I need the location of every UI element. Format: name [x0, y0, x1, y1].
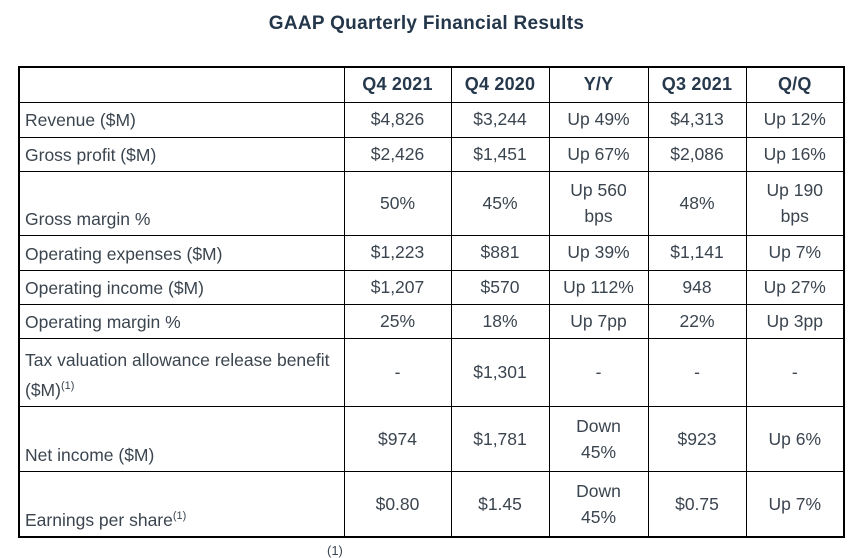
cell-value: -: [548, 337, 649, 407]
row-label: Revenue ($M): [18, 101, 345, 138]
cell-value: Up 7%: [745, 470, 845, 538]
cell-value: $2,086: [647, 136, 747, 172]
row-label: Gross profit ($M): [18, 136, 345, 172]
cell-value: $923: [647, 405, 747, 472]
table-row-operating-expenses: Operating expenses ($M) $1,223 $881 Up 3…: [18, 234, 845, 271]
cell-value: -: [343, 337, 452, 407]
column-header-yy: Y/Y: [548, 66, 649, 103]
cell-value: 48%: [647, 170, 747, 236]
cell-value: Up 12%: [745, 101, 845, 138]
row-label: Tax valuation allowance release benefit …: [18, 337, 345, 407]
row-label-text: Operating margin %: [25, 311, 181, 332]
page-title: GAAP Quarterly Financial Results: [268, 13, 585, 34]
row-label: Operating margin %: [18, 303, 345, 339]
cell-value: Up 67%: [548, 136, 649, 172]
cell-value: Up 560 bps: [548, 170, 649, 236]
row-label: Net income ($M): [18, 405, 345, 472]
cell-value: $1,781: [450, 405, 550, 472]
cell-value: $1,207: [343, 269, 452, 305]
cell-value: Up 3pp: [745, 303, 845, 339]
cell-value: $974: [343, 405, 452, 472]
cell-value: Up 7%: [745, 234, 845, 271]
cell-value: $2,426: [343, 136, 452, 172]
cell-value: $4,826: [343, 101, 452, 138]
cell-value: Up 16%: [745, 136, 845, 172]
cell-value: -: [745, 337, 845, 407]
footnote-ref: (1): [172, 510, 187, 523]
column-header-q3-2021: Q3 2021: [647, 66, 747, 103]
cell-value: -: [647, 337, 747, 407]
cell-value: $1.45: [450, 470, 550, 538]
row-label-text: Gross margin %: [25, 208, 151, 229]
row-label: Earnings per share(1): [18, 470, 345, 538]
cell-value: $1,141: [647, 234, 747, 271]
cell-value: $1,223: [343, 234, 452, 271]
row-label-text: Operating expenses ($M): [25, 243, 223, 264]
table-row-gross-margin: Gross margin % 50% 45% Up 560 bps 48% Up…: [18, 170, 845, 236]
column-header-q4-2021: Q4 2021: [343, 66, 452, 103]
table-row-net-income: Net income ($M) $974 $1,781 Down 45% $92…: [18, 405, 845, 472]
table-row-revenue: Revenue ($M) $4,826 $3,244 Up 49% $4,313…: [18, 101, 845, 138]
cell-value: 948: [647, 269, 747, 305]
column-header-blank: [18, 66, 345, 103]
cell-value: 18%: [450, 303, 550, 339]
cell-value: $0.75: [647, 470, 747, 538]
cell-value: Up 112%: [548, 269, 649, 305]
row-label: Operating expenses ($M): [18, 234, 345, 271]
cell-value: $3,244: [450, 101, 550, 138]
cell-value: Down 45%: [548, 405, 649, 472]
row-label: Operating income ($M): [18, 269, 345, 305]
cell-value: Up 27%: [745, 269, 845, 305]
cell-value: $1,451: [450, 136, 550, 172]
table-row-operating-margin: Operating margin % 25% 18% Up 7pp 22% Up…: [18, 303, 845, 339]
cell-value: $0.80: [343, 470, 452, 538]
cell-value: $1,301: [450, 337, 550, 407]
table-row-operating-income: Operating income ($M) $1,207 $570 Up 112…: [18, 269, 845, 305]
row-label-text: Operating income ($M): [25, 277, 204, 298]
cell-value: $4,313: [647, 101, 747, 138]
cell-value: 25%: [343, 303, 452, 339]
cell-value: $881: [450, 234, 550, 271]
row-label-text: Gross profit ($M): [25, 144, 157, 165]
column-header-qq: Q/Q: [745, 66, 845, 103]
cell-value: 22%: [647, 303, 747, 339]
cell-value: Up 6%: [745, 405, 845, 472]
cell-value: $570: [450, 269, 550, 305]
row-label: Gross margin %: [18, 170, 345, 236]
table-row-gross-profit: Gross profit ($M) $2,426 $1,451 Up 67% $…: [18, 136, 845, 172]
cell-value: Down 45%: [548, 470, 649, 538]
row-label-text: Net income ($M): [25, 444, 155, 465]
table-row-tax-valuation-benefit: Tax valuation allowance release benefit …: [18, 337, 845, 407]
footnote-marker-cutoff: (1): [327, 543, 343, 558]
cell-value: Up 190 bps: [745, 170, 845, 236]
row-label-text: Earnings per share: [25, 510, 173, 531]
table-row-earnings-per-share: Earnings per share(1) $0.80 $1.45 Down 4…: [18, 470, 845, 538]
row-label-text: Tax valuation allowance release benefit …: [25, 349, 330, 400]
column-header-q4-2020: Q4 2020: [450, 66, 550, 103]
footnote-ref: (1): [60, 379, 75, 392]
row-label-text: Revenue ($M): [25, 110, 136, 131]
cell-value: 50%: [343, 170, 452, 236]
cell-value: 45%: [450, 170, 550, 236]
cell-value: Up 7pp: [548, 303, 649, 339]
header-row: Q4 2021 Q4 2020 Y/Y Q3 2021 Q/Q: [18, 66, 845, 103]
cell-value: Up 39%: [548, 234, 649, 271]
cell-value: Up 49%: [548, 101, 649, 138]
financial-results-table: Q4 2021 Q4 2020 Y/Y Q3 2021 Q/Q Revenue …: [18, 66, 845, 539]
